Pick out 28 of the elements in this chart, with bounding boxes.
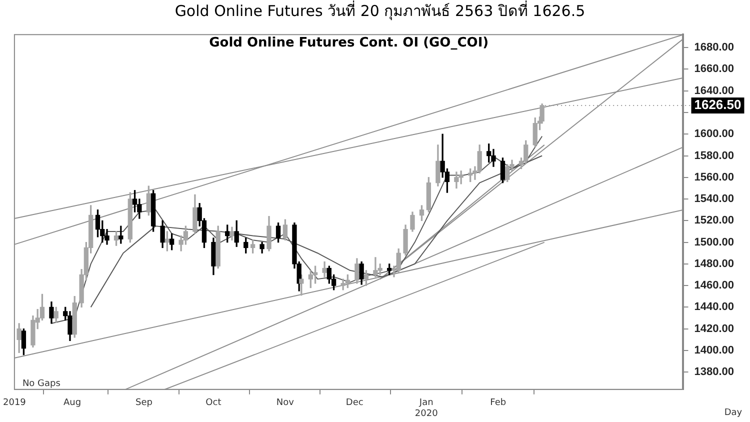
y-tick-label: 1540.00 bbox=[694, 193, 734, 206]
y-tick-label: 1380.00 bbox=[694, 366, 734, 378]
x-tick-label: Sep bbox=[136, 398, 153, 408]
annotation: No Gaps bbox=[22, 379, 61, 390]
y-tick-label: 1560.00 bbox=[694, 171, 734, 184]
x-tick-label: Aug bbox=[64, 398, 82, 408]
text: Day bbox=[724, 408, 743, 418]
y-tick-label: 1640.00 bbox=[694, 84, 734, 97]
y-tick-label: 1420.00 bbox=[694, 322, 734, 335]
y-tick-label: 1480.00 bbox=[694, 258, 734, 270]
x-tick-label: Jan 2020 bbox=[414, 398, 438, 419]
x-tick-label: Feb bbox=[490, 398, 506, 408]
y-tick-label: 1680.00 bbox=[694, 42, 734, 54]
chart-title: Gold Online Futures วันที่ 20 กุมภาพันธ์ 2563 ปิดที่ 1626.5 bbox=[174, 0, 586, 22]
x-tick-label: Oct bbox=[206, 398, 222, 408]
annotation: 1626.50 bbox=[694, 97, 742, 112]
y-tick-label: 1580.00 bbox=[694, 150, 734, 162]
x-tick-label: Dec bbox=[346, 398, 364, 408]
chart-subtitle: Gold Online Futures Cont. OI (GO_COI) bbox=[209, 35, 489, 50]
y-tick-label: 1500.00 bbox=[694, 236, 734, 248]
y-tick-label: 1520.00 bbox=[694, 214, 734, 227]
y-tick-label: 1460.00 bbox=[694, 280, 734, 292]
y-tick-label: 1440.00 bbox=[694, 301, 734, 314]
x-tick-label: 2019 bbox=[3, 398, 26, 408]
y-tick-label: 1600.00 bbox=[694, 128, 734, 140]
y-tick-label: 1400.00 bbox=[694, 344, 734, 356]
x-tick-label: Nov bbox=[276, 398, 295, 408]
y-tick-label: 1660.00 bbox=[694, 63, 734, 76]
